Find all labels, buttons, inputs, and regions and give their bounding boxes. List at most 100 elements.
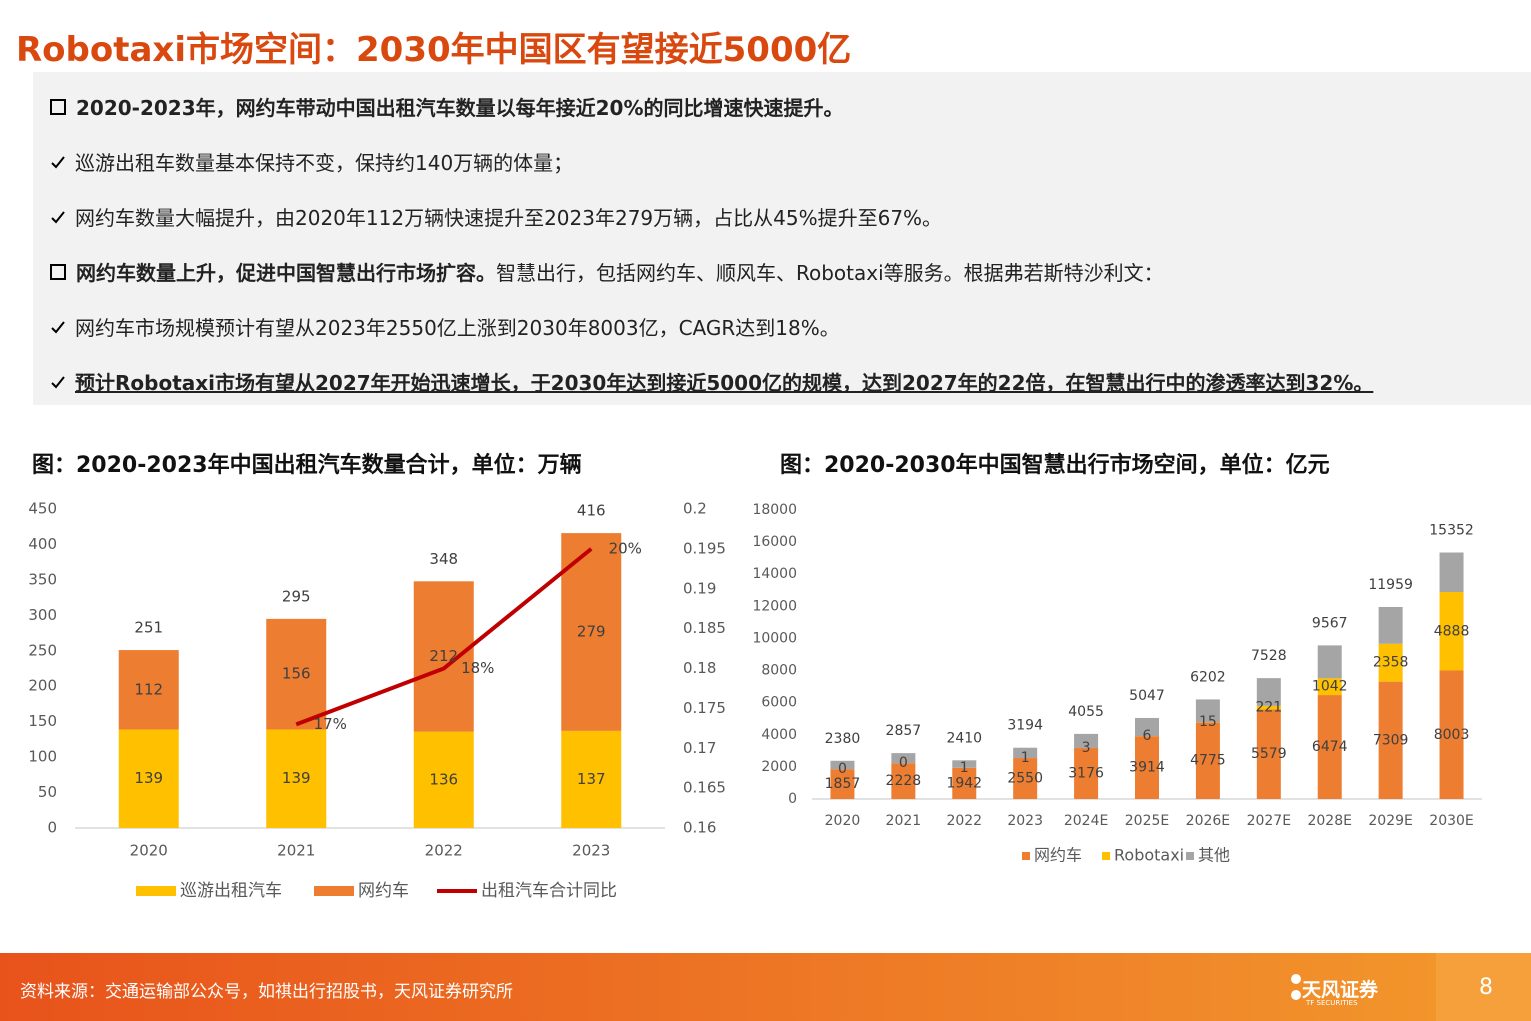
bar-label: 2358: [1373, 655, 1409, 671]
bar-label: 6: [1143, 728, 1152, 744]
line-label: 17%: [314, 715, 347, 733]
legend-swatch: [1022, 852, 1030, 860]
y-tick-label: 2000: [761, 759, 797, 775]
bar-label: 3914: [1129, 760, 1165, 776]
x-tick-label: 2024E: [1064, 813, 1108, 829]
line-label: 18%: [461, 659, 494, 677]
bar: [952, 767, 977, 799]
bar-label: 1857: [825, 776, 861, 792]
y-tick-label: 450: [28, 500, 57, 518]
bar: [1378, 643, 1403, 682]
bar-label: 137: [577, 770, 606, 788]
bar: [1439, 592, 1464, 671]
bar-label: 2550: [1007, 771, 1043, 787]
total-label: 295: [282, 587, 311, 605]
total-label: 2857: [886, 723, 922, 739]
bar: [830, 769, 855, 799]
y2-tick-label: 0.195: [683, 539, 726, 557]
bar-label: 212: [429, 647, 458, 665]
y-tick-label: 14000: [752, 566, 797, 582]
y-tick-label: 0: [788, 791, 797, 807]
bar: [266, 618, 327, 730]
legend-label: 其他: [1198, 846, 1230, 865]
y-tick-label: 100: [28, 748, 57, 766]
legend-label: 网约车: [1034, 846, 1082, 865]
bar-label: 7309: [1373, 732, 1409, 748]
y-tick-label: 12000: [752, 598, 797, 614]
x-tick-label: 2030E: [1429, 813, 1473, 829]
y-tick-label: 18000: [752, 502, 797, 518]
x-tick-label: 2023: [1007, 813, 1043, 829]
total-label: 15352: [1429, 523, 1474, 539]
legend-swatch: [1186, 852, 1194, 860]
y2-tick-label: 0.17: [683, 739, 716, 757]
bar-label: 1: [960, 760, 969, 776]
y-tick-label: 250: [28, 641, 57, 659]
bar-label: 279: [577, 622, 606, 640]
bar-label: 6474: [1312, 739, 1348, 755]
x-tick-label: 2023: [572, 842, 610, 860]
bar: [1439, 552, 1464, 593]
legend-label: 网约车: [358, 881, 409, 901]
bar-label: 5579: [1251, 746, 1287, 762]
bar: [1256, 705, 1281, 710]
bar: [561, 730, 622, 828]
bar-label: 112: [134, 680, 163, 698]
y2-tick-label: 0.185: [683, 619, 726, 637]
total-label: 3194: [1007, 718, 1043, 734]
y-tick-label: 400: [28, 535, 57, 553]
x-tick-label: 2025E: [1125, 813, 1169, 829]
bar-label: 3176: [1068, 766, 1104, 782]
bullet: 网约车数量大幅提升，由2020年112万辆快速提升至2023年279万辆，占比从…: [50, 202, 942, 231]
y2-tick-label: 0.2: [683, 500, 707, 518]
bar: [1317, 695, 1342, 799]
bar: [1317, 678, 1342, 696]
bar: [413, 731, 474, 828]
total-label: 7528: [1251, 648, 1287, 664]
y2-tick-label: 0.19: [683, 579, 716, 597]
footer: 资料来源：交通运输部公众号，如祺出行招股书，天风证券研究所 天风证券 TF SE…: [0, 953, 1531, 1021]
bar: [1013, 758, 1038, 799]
total-label: 9567: [1312, 615, 1348, 631]
slide-title: Robotaxi市场空间：2030年中国区有望接近5000亿: [16, 30, 852, 70]
legend-label: Robotaxi: [1114, 846, 1184, 865]
bullet-text: 网约车市场规模预计有望从2023年2550亿上涨到2030年8003亿，CAGR…: [75, 316, 840, 340]
bar-label: 4888: [1434, 623, 1470, 639]
bar-label: 1: [1021, 750, 1030, 766]
y-tick-label: 6000: [761, 695, 797, 711]
y-tick-label: 50: [38, 783, 57, 801]
x-tick-label: 2020: [825, 813, 861, 829]
x-tick-label: 2021: [886, 813, 922, 829]
bar: [1195, 722, 1220, 799]
bar: [1195, 699, 1220, 723]
bar: [1135, 717, 1159, 737]
y-tick-label: 8000: [761, 663, 797, 679]
y2-tick-label: 0.18: [683, 659, 716, 677]
chart-title: 图：2020-2030年中国智慧出行市场空间，单位：亿元: [780, 452, 1330, 478]
bar-label: 221: [1255, 700, 1282, 716]
chart-title: 图：2020-2023年中国出租汽车数量合计，单位：万辆: [32, 452, 582, 478]
bar-label: 15: [1199, 714, 1217, 730]
bar: [1135, 736, 1159, 799]
bar-label: 8003: [1434, 727, 1470, 743]
page-number-box: 8: [1436, 953, 1531, 1021]
x-tick-label: 2027E: [1247, 813, 1291, 829]
bullet-text: 巡游出租车数量基本保持不变，保持约140万辆的体量；: [75, 151, 574, 175]
bar: [830, 760, 855, 770]
y-tick-label: 0: [47, 819, 57, 837]
bar: [118, 729, 179, 828]
line-label: 20%: [609, 539, 642, 557]
legend-label: 巡游出租汽车: [180, 881, 282, 901]
bar-label: 139: [282, 769, 311, 787]
bar-label: 156: [282, 665, 311, 683]
bar-label: 3: [1082, 740, 1091, 756]
total-label: 251: [134, 619, 163, 637]
bar: [413, 581, 474, 732]
bullet-text: 智慧出行，包括网约车、顺风车、Robotaxi等服务。根据弗若斯特沙利文：: [496, 261, 1164, 285]
bar: [1256, 678, 1281, 706]
bar: [1378, 606, 1403, 644]
bullet-lead: 网约车数量上升，促进中国智慧出行市场扩容。: [76, 261, 496, 285]
bullet-text: 网约车数量大幅提升，由2020年112万辆快速提升至2023年279万辆，占比从…: [75, 206, 943, 230]
logo-sub: TF SECURITIES: [1306, 999, 1358, 1007]
